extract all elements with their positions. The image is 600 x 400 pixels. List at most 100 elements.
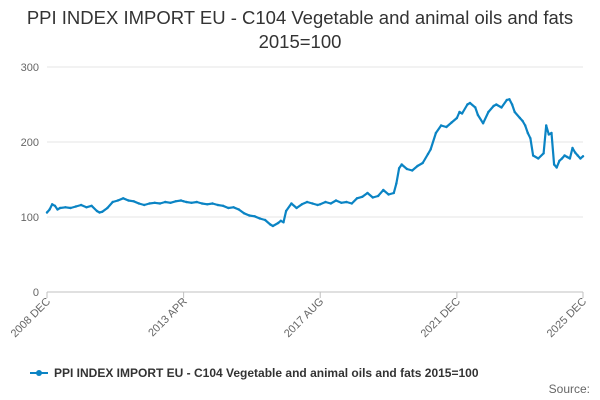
data-point-99 bbox=[505, 98, 508, 102]
data-point-66 bbox=[355, 197, 359, 200]
data-point-46 bbox=[263, 218, 267, 222]
data-point-123 bbox=[576, 154, 579, 157]
data-point-58 bbox=[316, 203, 319, 207]
data-point-50 bbox=[279, 219, 282, 222]
data-point-97 bbox=[495, 103, 498, 106]
data-point-54 bbox=[295, 206, 298, 210]
data-point-111 bbox=[545, 124, 548, 127]
y-tick-label-2: 200 bbox=[21, 137, 39, 149]
data-point-35 bbox=[206, 203, 209, 206]
data-point-24 bbox=[153, 201, 156, 204]
data-point-96 bbox=[492, 104, 495, 108]
data-point-82 bbox=[429, 148, 432, 151]
data-point-18 bbox=[122, 197, 125, 200]
data-point-51 bbox=[282, 221, 285, 224]
data-point-45 bbox=[258, 217, 261, 220]
data-point-119 bbox=[566, 155, 569, 159]
data-point-85 bbox=[445, 125, 448, 129]
data-point-31 bbox=[185, 200, 188, 204]
y-tick-label-0: 0 bbox=[33, 287, 39, 299]
x-axis: 2008 DEC 2013 APR 2017 AUG 2021 DEC 2025 DEC bbox=[9, 292, 589, 340]
data-point-71 bbox=[382, 188, 385, 192]
data-point-17 bbox=[116, 199, 120, 202]
data-point-120 bbox=[568, 157, 572, 160]
data-point-118 bbox=[563, 154, 566, 157]
data-point-100 bbox=[508, 98, 511, 101]
data-point-4 bbox=[56, 208, 59, 211]
data-point-62 bbox=[334, 199, 338, 202]
data-point-116 bbox=[558, 159, 561, 162]
chart-title: PPI INDEX IMPORT EU - C104 Vegetable and… bbox=[26, 7, 574, 52]
data-point-34 bbox=[200, 202, 204, 205]
data-point-112 bbox=[547, 133, 550, 136]
data-point-104 bbox=[521, 119, 524, 123]
data-point-56 bbox=[305, 200, 309, 204]
data-point-78 bbox=[411, 169, 414, 172]
data-point-33 bbox=[195, 200, 198, 204]
data-point-42 bbox=[242, 212, 246, 215]
data-point-69 bbox=[371, 196, 374, 199]
data-point-90 bbox=[466, 103, 469, 106]
data-point-61 bbox=[329, 202, 332, 205]
legend-label: PPI INDEX IMPORT EU - C104 Vegetable and… bbox=[54, 366, 479, 380]
data-point-91 bbox=[468, 101, 472, 105]
data-point-19 bbox=[127, 199, 130, 202]
data-point-5 bbox=[58, 206, 62, 210]
legend-item[interactable]: PPI INDEX IMPORT EU - C104 Vegetable and… bbox=[30, 364, 479, 382]
data-point-101 bbox=[510, 103, 514, 106]
x-tick-label-1: 2013 APR bbox=[146, 296, 190, 340]
data-point-92 bbox=[474, 106, 477, 109]
data-point-43 bbox=[248, 214, 251, 217]
legend-line-icon bbox=[30, 368, 48, 378]
x-tick-label-3: 2021 DEC bbox=[419, 296, 463, 340]
data-point-68 bbox=[366, 191, 369, 195]
data-point-53 bbox=[290, 202, 293, 205]
data-point-86 bbox=[450, 121, 453, 124]
data-point-70 bbox=[376, 194, 380, 198]
data-point-105 bbox=[524, 124, 527, 127]
data-point-108 bbox=[531, 154, 535, 157]
data-point-67 bbox=[361, 195, 364, 198]
data-point-109 bbox=[537, 157, 540, 160]
data-point-41 bbox=[237, 208, 240, 211]
data-point-74 bbox=[395, 182, 398, 185]
data-point-39 bbox=[227, 206, 230, 210]
data-point-107 bbox=[529, 137, 532, 140]
data-point-93 bbox=[476, 113, 480, 117]
data-point-79 bbox=[416, 164, 419, 168]
data-point-102 bbox=[513, 110, 516, 114]
y-tick-label-3: 300 bbox=[21, 62, 39, 74]
data-point-1 bbox=[48, 208, 51, 211]
data-point-20 bbox=[132, 200, 135, 203]
data-point-89 bbox=[460, 112, 464, 115]
data-point-14 bbox=[101, 210, 104, 213]
data-point-88 bbox=[458, 110, 461, 114]
x-tick-label-2: 2017 AUG bbox=[282, 296, 326, 340]
data-point-32 bbox=[190, 201, 193, 204]
data-point-84 bbox=[439, 124, 443, 127]
data-point-48 bbox=[271, 224, 275, 228]
data-point-49 bbox=[277, 221, 280, 225]
data-point-117 bbox=[560, 157, 564, 160]
data-point-73 bbox=[392, 191, 395, 195]
data-point-21 bbox=[137, 202, 141, 205]
data-point-23 bbox=[148, 202, 151, 205]
data-point-76 bbox=[400, 163, 403, 166]
data-point-60 bbox=[324, 200, 327, 204]
data-point-28 bbox=[174, 200, 177, 203]
data-point-26 bbox=[164, 200, 167, 204]
data-point-124 bbox=[579, 157, 582, 160]
y-tick-label-1: 100 bbox=[21, 212, 39, 224]
data-point-103 bbox=[518, 116, 522, 120]
data-point-16 bbox=[111, 200, 114, 204]
data-point-3 bbox=[53, 204, 57, 207]
data-point-0 bbox=[45, 211, 49, 214]
source-credit: Source: bbox=[548, 382, 590, 396]
data-point-12 bbox=[95, 209, 99, 213]
data-point-110 bbox=[542, 152, 545, 155]
data-point-11 bbox=[90, 204, 93, 207]
data-point-9 bbox=[79, 203, 83, 207]
data-point-15 bbox=[106, 206, 109, 210]
grid-lines bbox=[47, 66, 583, 293]
